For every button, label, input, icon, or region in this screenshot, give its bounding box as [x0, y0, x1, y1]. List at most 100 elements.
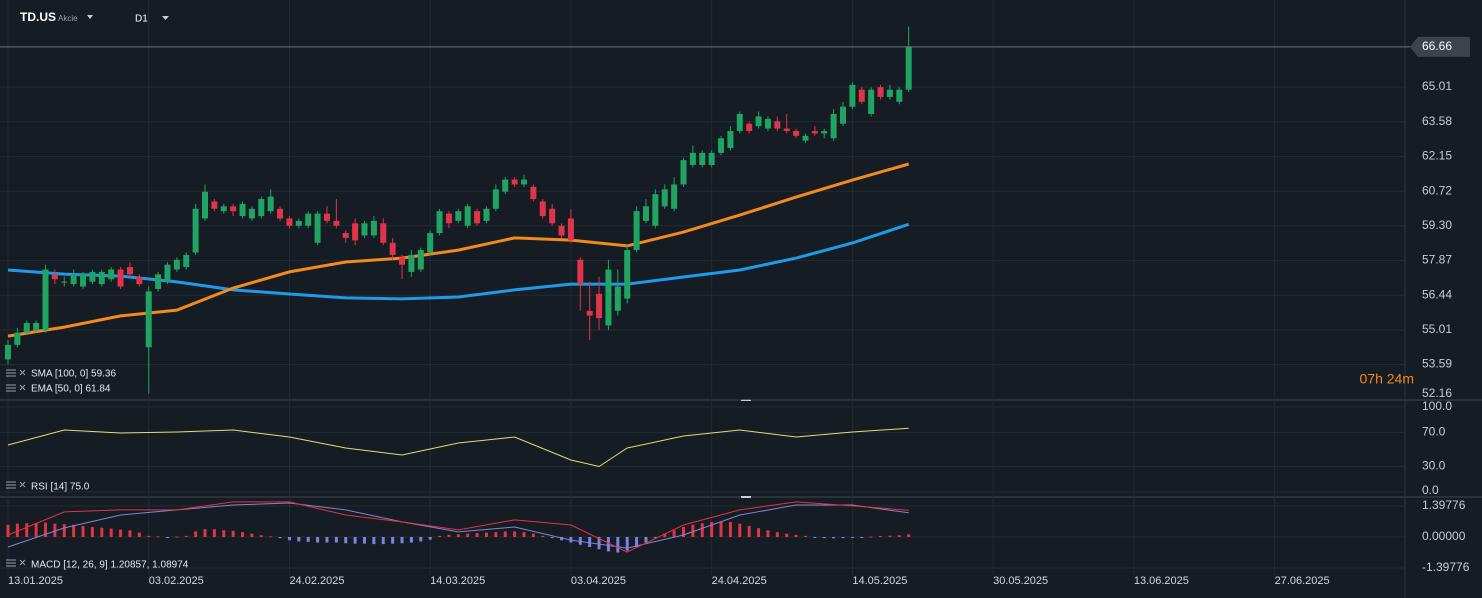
histogram-bar	[616, 536, 620, 553]
timeframe[interactable]: D1	[135, 14, 148, 25]
histogram-bar	[391, 536, 395, 544]
histogram-bar	[644, 536, 648, 543]
panel-resize-handle[interactable]	[741, 399, 751, 401]
y-tick-label: 1.39776	[1422, 498, 1466, 512]
histogram-bar	[775, 532, 779, 537]
rsi-legend: RSI [14] 75.0	[31, 482, 90, 493]
x-tick-label: 13.06.2025	[1134, 575, 1189, 587]
candle-body	[108, 269, 115, 280]
candle-body	[352, 223, 359, 241]
candle-body	[511, 179, 518, 185]
candle-body	[642, 206, 649, 221]
histogram-bar	[25, 523, 29, 537]
histogram-bar	[635, 536, 639, 547]
legend-icon[interactable]	[6, 369, 26, 377]
histogram-bar	[363, 536, 367, 544]
histogram-bar	[625, 536, 629, 551]
x-tick-label: 03.04.2025	[571, 575, 626, 587]
histogram-bar	[344, 536, 348, 544]
legend-icon[interactable]	[6, 481, 26, 489]
candle-body	[840, 106, 846, 124]
histogram-bar	[907, 534, 911, 537]
candle-body	[689, 152, 696, 166]
candle-body	[4, 344, 11, 360]
candle-body	[239, 203, 246, 217]
candle-body	[42, 269, 49, 331]
candle-body	[211, 201, 218, 209]
candle-body	[436, 211, 443, 234]
candle-body	[23, 322, 30, 333]
candle-body	[136, 276, 143, 285]
histogram-bar	[222, 530, 226, 537]
macd-line	[7, 501, 909, 553]
legend-icon[interactable]	[6, 384, 26, 392]
last-price-tag	[1410, 36, 1470, 57]
histogram-bar	[606, 536, 610, 552]
last-price-label: 66.66	[1422, 39, 1452, 53]
candle-body	[671, 184, 678, 209]
candle-body	[577, 259, 584, 285]
candle-body	[314, 213, 321, 243]
histogram-bar	[869, 536, 873, 538]
histogram-bar	[269, 536, 273, 538]
y-tick-label: 0.00000	[1422, 529, 1466, 543]
candle-body	[89, 271, 96, 282]
histogram-bar	[278, 536, 282, 539]
histogram-bar	[231, 530, 235, 537]
histogram-bar	[766, 530, 770, 537]
histogram-bar	[419, 536, 423, 542]
histogram-bar	[72, 524, 76, 537]
histogram-bar	[560, 536, 564, 541]
candle-body	[380, 223, 387, 243]
candle-body	[98, 271, 105, 285]
timeframe-dropdown[interactable]	[162, 16, 169, 20]
candle-body	[877, 87, 884, 97]
x-tick-label: 27.06.2025	[1275, 575, 1330, 587]
candle-body	[408, 254, 415, 272]
x-tick-label: 24.02.2025	[289, 575, 344, 587]
candle-body	[445, 213, 452, 224]
histogram-bar	[119, 529, 123, 537]
candle-body	[258, 199, 265, 217]
histogram-bar	[484, 532, 488, 537]
x-tick-label: 14.03.2025	[430, 575, 485, 587]
histogram-bar	[137, 532, 141, 537]
histogram-bar	[6, 524, 10, 537]
candle-body	[811, 130, 818, 134]
candle-body	[474, 211, 481, 224]
y-tick-label: -1.39776	[1422, 560, 1470, 574]
histogram-bar	[700, 523, 704, 537]
histogram-bar	[719, 521, 723, 537]
candle-body	[783, 128, 790, 131]
histogram-bar	[456, 534, 460, 537]
panel-resize-handle[interactable]	[741, 496, 751, 498]
candle-body	[502, 179, 509, 192]
candle-body	[886, 89, 893, 97]
histogram-bar	[682, 527, 686, 537]
histogram-bar	[44, 522, 48, 537]
histogram-bar	[832, 536, 836, 539]
candle-body	[305, 213, 312, 226]
symbol[interactable]: TD.US	[20, 10, 56, 24]
histogram-bar	[250, 533, 254, 537]
candle-body	[764, 118, 771, 129]
candle-body	[539, 201, 546, 217]
candle-body	[708, 152, 715, 166]
candle-body	[14, 332, 21, 345]
candle-body	[596, 293, 603, 319]
histogram-bar	[409, 536, 413, 543]
histogram-bar	[100, 527, 104, 537]
legend-icon[interactable]	[6, 559, 26, 567]
histogram-bar	[879, 535, 883, 537]
candle-body	[614, 286, 621, 311]
candle-body	[718, 138, 725, 153]
histogram-bar	[81, 525, 85, 537]
symbol-dropdown[interactable]	[87, 15, 93, 19]
candle-body	[399, 257, 406, 265]
candle-body	[80, 274, 87, 287]
candle-body	[830, 113, 837, 139]
candle-body	[558, 225, 565, 236]
candle-body	[661, 189, 668, 207]
candle-body	[202, 191, 209, 219]
candle-body	[483, 208, 490, 221]
